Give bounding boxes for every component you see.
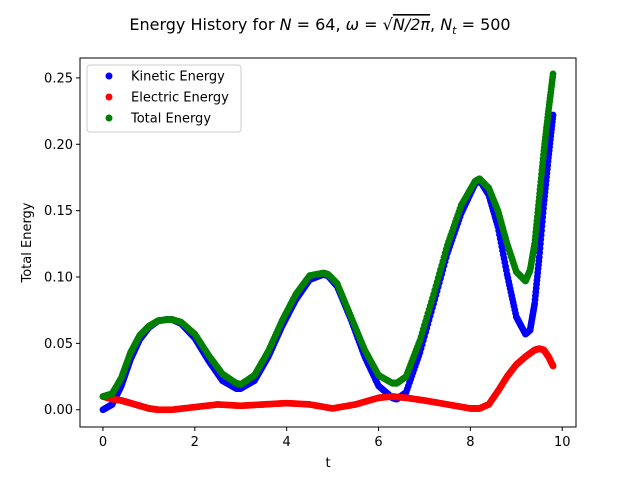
data-point <box>549 70 557 78</box>
legend-label-total: Total Energy <box>130 112 211 127</box>
y-tick-label: 0.20 <box>44 138 73 153</box>
series-2 <box>99 70 557 400</box>
x-axis-label: t <box>325 456 330 471</box>
y-tick-label: 0.05 <box>44 337 73 352</box>
x-tick-label: 0 <box>99 435 107 450</box>
y-tick-label: 0.25 <box>44 71 73 86</box>
data-point <box>549 111 557 119</box>
legend-marker-electric <box>105 93 113 101</box>
series-1 <box>99 345 557 414</box>
legend-marker-kinetic <box>105 72 113 80</box>
y-axis-ticks: 0.00 0.05 0.10 0.15 0.20 0.25 <box>44 71 80 418</box>
x-tick-label: 2 <box>191 435 199 450</box>
y-axis-label: Total Energy <box>20 202 35 283</box>
title-sqrt-arg: N/2π <box>393 15 431 34</box>
x-tick-label: 6 <box>374 435 382 450</box>
title-n-var: N <box>280 15 292 34</box>
x-tick-label: 10 <box>554 435 571 450</box>
x-tick-label: 8 <box>466 435 474 450</box>
title-omega-eq: = <box>359 15 383 34</box>
legend-marker-total <box>105 114 113 122</box>
title-prefix: Energy History for <box>129 15 279 34</box>
title-sep: , <box>430 15 440 34</box>
axes-frame <box>79 57 577 428</box>
data-point <box>549 362 557 370</box>
plot-area: 0 2 4 6 8 10 0.00 0.05 0.10 0.15 0.20 0.25 <box>44 57 577 450</box>
legend: Kinetic Energy Electric Energy Total Ene… <box>86 64 242 133</box>
x-tick-label: 4 <box>283 435 291 450</box>
title-sqrt-symbol: √ <box>383 15 394 34</box>
x-axis-ticks: 0 2 4 6 8 10 <box>99 427 571 450</box>
y-tick-label: 0.00 <box>44 403 73 418</box>
title-nt-val: = 500 <box>456 15 510 34</box>
chart-title: Energy History for N = 64, ω = √N/2π, Nt… <box>129 15 510 37</box>
y-tick-label: 0.15 <box>44 204 73 219</box>
title-n-val: = 64, <box>292 15 346 34</box>
title-omega-var: ω <box>346 15 359 34</box>
legend-frame <box>86 64 242 133</box>
series-layer <box>99 70 557 414</box>
title-nt-var: N <box>440 15 452 34</box>
title-nt-sub: t <box>452 24 457 37</box>
legend-label-electric: Electric Energy <box>131 91 229 106</box>
legend-label-kinetic: Kinetic Energy <box>131 70 225 85</box>
y-tick-label: 0.10 <box>44 271 73 286</box>
